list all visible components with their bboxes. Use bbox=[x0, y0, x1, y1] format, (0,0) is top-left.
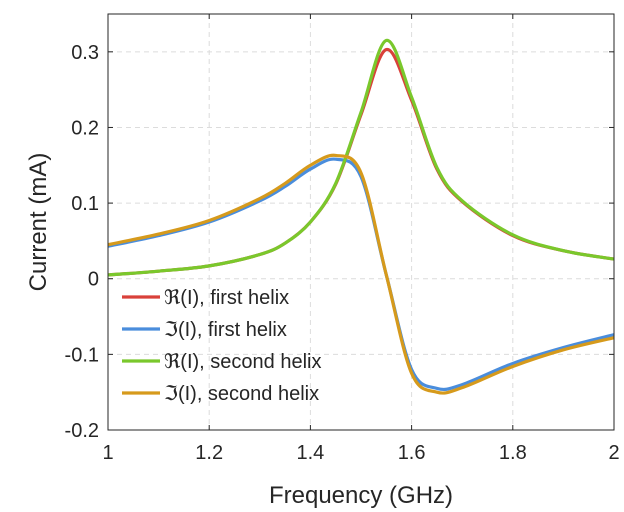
series-line-4 bbox=[108, 153, 614, 395]
series-line-3 bbox=[108, 38, 614, 277]
x-tick-label: 1.8 bbox=[499, 442, 527, 464]
x-tick-label: 1.2 bbox=[195, 442, 223, 464]
legend: ℜ(I), first helix ℑ(I), first helix ℜ(I), … bbox=[122, 287, 321, 405]
x-axis-title: Frequency (GHz) bbox=[269, 482, 453, 509]
legend-label-2: ℑ(I), first helix bbox=[164, 319, 287, 341]
x-tick-label: 1 bbox=[102, 442, 113, 464]
y-tick-label: 0 bbox=[88, 269, 99, 291]
x-tick-label: 1.4 bbox=[296, 442, 324, 464]
axis-ticks: 1 1.2 1.4 1.6 1.8 2 -0.2 -0.1 0 0.1 0.2 0.3 bbox=[65, 14, 620, 464]
legend-label-1: ℜ(I), first helix bbox=[164, 287, 289, 309]
y-axis-title: Current (mA) bbox=[25, 153, 52, 292]
x-tick-label: 2 bbox=[608, 442, 619, 464]
plot-frame bbox=[107, 13, 615, 431]
y-tick-label: -0.2 bbox=[65, 420, 99, 442]
y-tick-label: -0.1 bbox=[65, 344, 99, 366]
legend-label-3: ℜ(I), second helix bbox=[164, 351, 321, 373]
x-tick-label: 1.6 bbox=[398, 442, 426, 464]
y-tick-label: 0.3 bbox=[71, 42, 99, 64]
y-tick-label: 0.1 bbox=[71, 193, 99, 215]
y-tick-label: 0.2 bbox=[71, 117, 99, 139]
series-layer bbox=[108, 38, 614, 395]
legend-label-4: ℑ(I), second helix bbox=[164, 383, 319, 405]
